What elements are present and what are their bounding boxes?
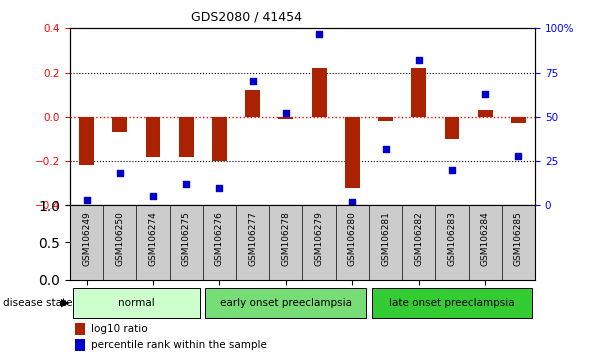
Point	[248, 79, 258, 84]
Text: GSM106285: GSM106285	[514, 211, 523, 266]
Text: log10 ratio: log10 ratio	[91, 324, 148, 334]
Point	[148, 194, 158, 199]
Point	[115, 171, 125, 176]
Text: GSM106249: GSM106249	[82, 211, 91, 266]
Text: GSM106282: GSM106282	[414, 211, 423, 266]
Bar	[179, 117, 194, 156]
FancyBboxPatch shape	[371, 288, 533, 318]
Bar	[444, 117, 460, 139]
Point	[347, 199, 357, 205]
Text: disease state: disease state	[3, 298, 72, 308]
Bar	[411, 68, 426, 117]
Bar	[312, 68, 326, 117]
Text: early onset preeclampsia: early onset preeclampsia	[220, 298, 352, 308]
Bar	[145, 117, 161, 156]
Bar	[511, 117, 526, 124]
Point	[447, 167, 457, 173]
Bar	[278, 117, 293, 119]
FancyBboxPatch shape	[206, 288, 366, 318]
Text: GSM106279: GSM106279	[314, 211, 323, 266]
Point	[480, 91, 490, 97]
Text: GSM106281: GSM106281	[381, 211, 390, 266]
Text: ▶: ▶	[61, 298, 70, 308]
Bar	[245, 90, 260, 117]
Text: GSM106283: GSM106283	[447, 211, 457, 266]
Bar	[378, 117, 393, 121]
Point	[281, 110, 291, 116]
Text: GSM106275: GSM106275	[182, 211, 191, 266]
Point	[314, 31, 324, 36]
Bar	[79, 117, 94, 166]
Point	[514, 153, 523, 159]
Text: GSM106277: GSM106277	[248, 211, 257, 266]
Text: late onset preeclampsia: late onset preeclampsia	[389, 298, 515, 308]
Bar	[212, 117, 227, 161]
Text: GSM106250: GSM106250	[116, 211, 124, 266]
Bar	[478, 110, 492, 117]
Text: GSM106278: GSM106278	[282, 211, 291, 266]
Point	[215, 185, 224, 190]
FancyBboxPatch shape	[72, 288, 200, 318]
Text: normal: normal	[118, 298, 155, 308]
Bar	[345, 117, 360, 188]
Text: GDS2080 / 41454: GDS2080 / 41454	[191, 11, 302, 24]
Text: percentile rank within the sample: percentile rank within the sample	[91, 339, 267, 350]
Point	[414, 57, 424, 63]
Text: GSM106280: GSM106280	[348, 211, 357, 266]
Bar	[75, 338, 85, 350]
Point	[81, 197, 91, 203]
Bar	[112, 117, 127, 132]
Point	[381, 146, 390, 152]
Text: GSM106284: GSM106284	[481, 211, 489, 266]
Bar	[75, 322, 85, 335]
Point	[181, 181, 191, 187]
Text: GSM106276: GSM106276	[215, 211, 224, 266]
Text: GSM106274: GSM106274	[148, 211, 157, 266]
